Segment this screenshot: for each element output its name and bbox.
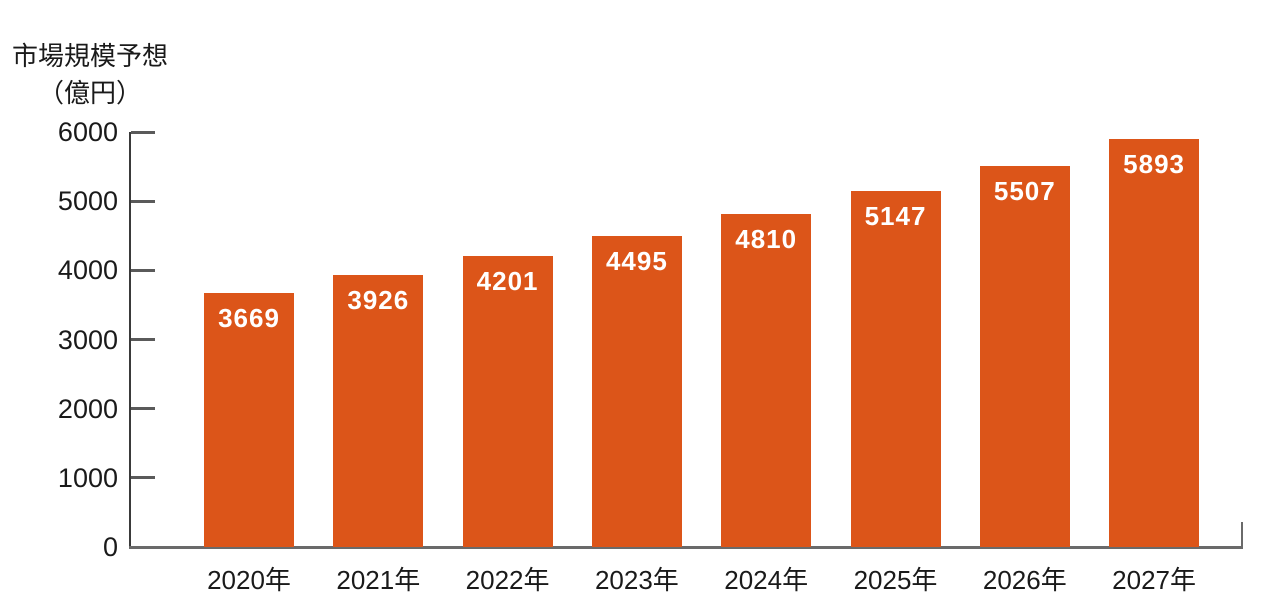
y-tick-label: 5000	[57, 186, 118, 217]
bar: 4201	[462, 256, 553, 547]
y-tick-mark	[131, 476, 155, 480]
bar-value-label: 5893	[1123, 149, 1186, 180]
bar-value-label: 3669	[218, 303, 280, 334]
bar-value-label: 3926	[347, 285, 410, 316]
bar-value-label: 4810	[735, 224, 798, 255]
bar-value-label: 4495	[605, 246, 668, 277]
bar-value-label: 4201	[476, 266, 539, 297]
y-tick-mark	[131, 199, 155, 203]
chart-title: 市場規模予想 （億円）	[6, 38, 174, 112]
bar-value-label: 5147	[864, 200, 927, 231]
x-tick-label: 2022年	[465, 565, 550, 595]
x-tick-label: 2023年	[594, 565, 679, 595]
y-tick-mark	[131, 407, 155, 411]
chart-title-unit: （億円）	[37, 78, 142, 108]
y-tick-label: 2000	[57, 393, 118, 424]
y-tick-label: 1000	[57, 462, 118, 493]
x-tick-label: 2024年	[724, 565, 809, 595]
bar-value-label: 5507	[993, 176, 1056, 207]
bar: 4810	[721, 214, 812, 547]
bar: 5893	[1109, 139, 1200, 547]
x-tick-label: 2025年	[853, 565, 938, 595]
bar: 3669	[204, 293, 294, 547]
bar: 3926	[333, 275, 424, 547]
x-tick-label: 2026年	[982, 565, 1067, 595]
x-tick-label: 2020年	[207, 565, 291, 595]
x-axis-end-tick	[1241, 522, 1243, 546]
y-tick-label: 4000	[57, 255, 118, 286]
x-tick-label: 2027年	[1112, 565, 1197, 595]
bar: 5507	[979, 166, 1070, 547]
x-tick-label: 2021年	[336, 565, 421, 595]
chart-title-line1: 市場規模予想	[11, 41, 168, 71]
y-tick-label: 3000	[57, 324, 118, 355]
y-tick-label: 0	[102, 532, 118, 562]
bar: 5147	[850, 190, 941, 547]
y-tick-label: 6000	[57, 117, 118, 147]
y-axis-line	[129, 132, 131, 548]
y-tick-mark	[131, 268, 155, 272]
y-tick-mark	[131, 338, 155, 341]
bar: 4495	[591, 236, 682, 547]
x-axis-line	[129, 546, 1243, 549]
y-tick-mark	[131, 130, 155, 134]
